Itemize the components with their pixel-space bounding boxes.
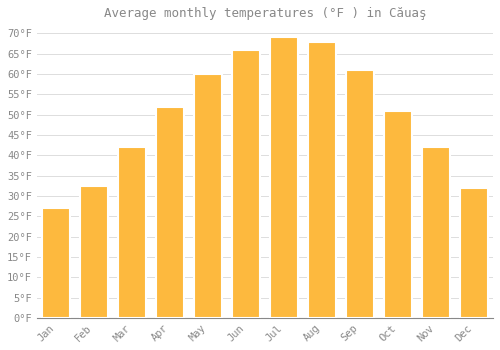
Bar <box>156 106 184 318</box>
Bar <box>346 70 374 318</box>
Bar <box>118 147 146 318</box>
Bar <box>384 111 412 318</box>
Bar <box>42 208 70 318</box>
Title: Average monthly temperatures (°F ) in Căuaş: Average monthly temperatures (°F ) in Că… <box>104 7 426 20</box>
Bar <box>80 186 108 318</box>
Bar <box>460 188 488 318</box>
Bar <box>194 74 222 318</box>
Bar <box>232 50 260 318</box>
Bar <box>422 147 450 318</box>
Bar <box>270 37 298 318</box>
Bar <box>308 42 336 318</box>
